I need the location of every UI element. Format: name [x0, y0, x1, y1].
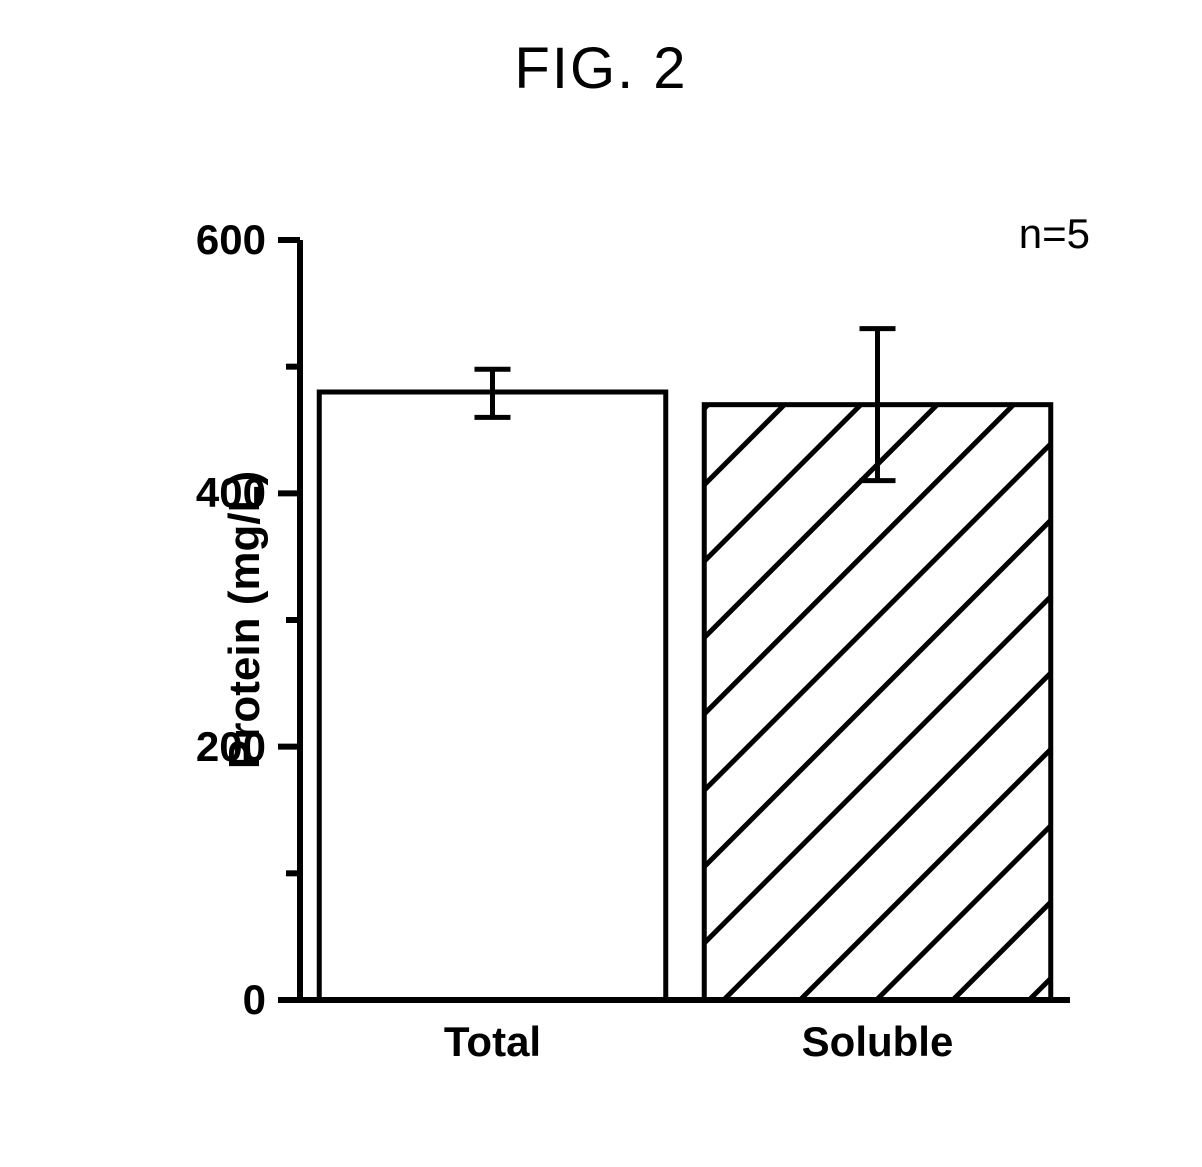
- page: FIG. 2 n=5 Protein (mg/L) 0200400600 Tot…: [0, 0, 1202, 1167]
- x-tick-label: Total: [444, 1018, 541, 1066]
- bar-soluble: [704, 405, 1051, 1000]
- y-tick-label: 600: [196, 216, 266, 264]
- y-tick-label: 0: [243, 976, 266, 1024]
- y-tick-label: 200: [196, 723, 266, 771]
- bar-chart-svg: [300, 240, 1070, 1000]
- x-tick-label: Soluble: [802, 1018, 954, 1066]
- plot-region: Protein (mg/L): [300, 240, 1070, 1000]
- figure-title: FIG. 2: [0, 35, 1202, 102]
- bar-total: [319, 392, 666, 1000]
- chart-area: n=5 Protein (mg/L) 0200400600 TotalSolub…: [170, 210, 1110, 1110]
- y-tick-label: 400: [196, 469, 266, 517]
